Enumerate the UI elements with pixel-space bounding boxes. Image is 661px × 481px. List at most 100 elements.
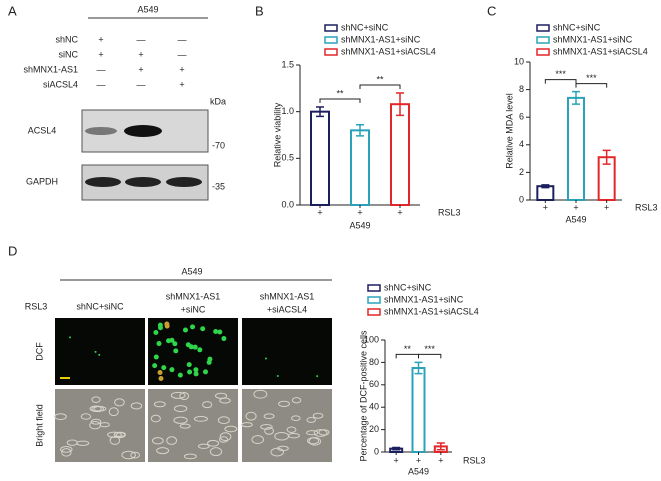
cell: [221, 336, 227, 342]
cell: [179, 423, 191, 429]
error-bar: [414, 361, 423, 375]
cell: [153, 401, 166, 408]
y-tick-label: 80: [369, 357, 379, 367]
significance-bracket: [575, 83, 608, 88]
column-header: shNC+siNC: [76, 301, 124, 311]
cell: [177, 372, 183, 378]
bright-field-image: [148, 389, 238, 462]
x-tick-label: +: [357, 207, 362, 217]
cell: [241, 422, 253, 428]
y-tick-label: 60: [369, 379, 379, 389]
error-bar: [602, 149, 611, 165]
cell: [166, 338, 172, 344]
cell: [130, 451, 140, 459]
cell: [61, 448, 72, 457]
cell: [278, 400, 290, 407]
column-header: shMNX1-AS1: [260, 291, 315, 301]
significance-bracket: [395, 353, 419, 359]
significance-bracket: [544, 79, 577, 84]
cell: [69, 336, 72, 339]
x-tick-label: +: [438, 455, 443, 465]
legend-swatch: [367, 284, 381, 292]
legend-swatch: [324, 36, 338, 44]
band: [124, 125, 162, 137]
cell: [182, 327, 188, 333]
legend-swatch: [367, 296, 381, 304]
band-marker: -70: [212, 140, 225, 150]
cell: [193, 367, 199, 373]
cell: [209, 447, 223, 457]
legend-label: shNC+siNC: [341, 22, 389, 32]
cell: [277, 445, 289, 452]
column-header: shMNX1-AS1: [166, 291, 221, 301]
error-bar: [316, 106, 324, 118]
legend-label: shMNX1-AS1+siNC: [553, 34, 633, 44]
panel-letter: C: [487, 3, 496, 18]
bar: [567, 96, 585, 201]
cell: [213, 329, 219, 335]
y-tick-label: 8: [519, 84, 524, 94]
row-label: Bright field: [34, 404, 44, 447]
cell: [108, 407, 119, 417]
cell: [80, 413, 92, 420]
cell: [66, 439, 78, 446]
cell: [186, 362, 192, 368]
cell: [197, 347, 203, 353]
cell: [91, 396, 101, 404]
cell: [306, 430, 319, 436]
cell: [151, 437, 164, 445]
cell: [152, 363, 158, 369]
band-label: ACSL4: [28, 125, 57, 135]
error-bar: [392, 446, 401, 451]
significance-bracket: [418, 353, 442, 359]
cell: [308, 436, 322, 446]
condition-sign: —: [97, 64, 106, 74]
cell: [157, 369, 163, 375]
cell: [264, 426, 275, 435]
condition-label: siACSL4: [43, 79, 78, 89]
cell: [109, 436, 121, 445]
cell: [214, 392, 228, 399]
cell: [173, 405, 188, 413]
cell: [260, 423, 273, 430]
cell: [276, 375, 279, 378]
cell: [291, 397, 302, 404]
cell: [200, 326, 206, 332]
cell-line: A549: [137, 4, 158, 14]
treatment: RSL3: [25, 301, 48, 311]
error-bar: [396, 92, 404, 117]
y-axis-label: Relative viability: [272, 102, 282, 167]
error-bar: [436, 442, 445, 451]
cell: [183, 453, 197, 460]
cell: [90, 418, 102, 425]
condition-sign: +: [98, 34, 103, 44]
row-label: RSL3: [438, 207, 461, 217]
y-tick-label: 0: [519, 194, 524, 204]
cell: [172, 341, 178, 347]
y-tick-label: 0: [374, 446, 379, 456]
cell: [157, 325, 163, 331]
cell: [217, 416, 230, 425]
legend-label: shNC+siNC: [553, 22, 601, 32]
error-bar: [356, 123, 364, 137]
legend-label: shMNX1-AS1+siACSL4: [341, 46, 436, 56]
x-axis-label: A549: [349, 220, 370, 230]
cell: [161, 365, 167, 371]
x-tick-label: +: [317, 207, 322, 217]
legend-label: shMNX1-AS1+siNC: [341, 34, 421, 44]
panel-letter: A: [8, 3, 17, 18]
cell: [207, 439, 220, 447]
cell: [190, 324, 196, 330]
cell: [156, 341, 162, 347]
cell: [318, 429, 330, 436]
cell-line: A549: [181, 266, 202, 276]
y-axis-label: Relative MDA level: [504, 93, 514, 169]
cell: [153, 329, 159, 335]
column-header: +siNC: [181, 304, 206, 314]
significance-label: ***: [555, 69, 566, 79]
condition-label: siNC: [59, 49, 79, 59]
significance-bracket: [359, 84, 401, 89]
condition-sign: +: [138, 64, 143, 74]
legend-label: shMNX1-AS1+siNC: [384, 294, 464, 304]
condition-sign: —: [137, 34, 146, 44]
